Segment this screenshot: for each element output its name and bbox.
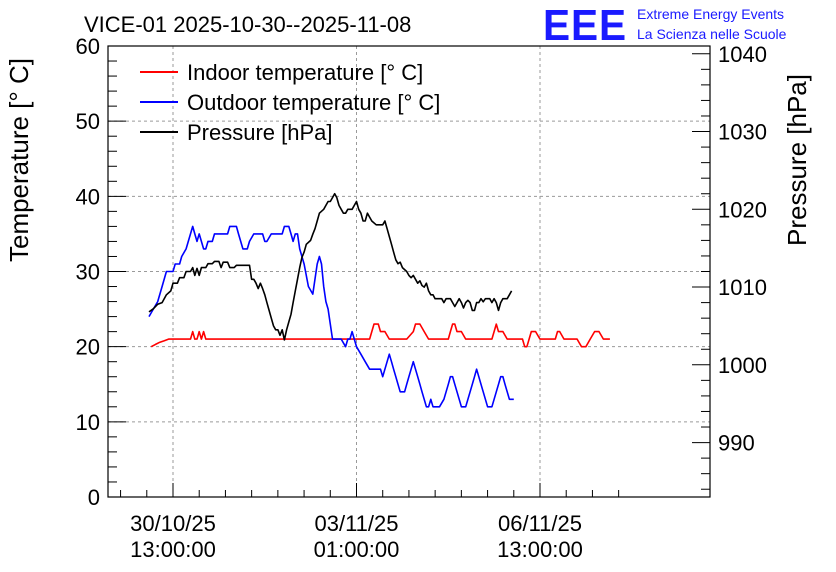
chart-title: VICE-01 2025-10-30--2025-11-08 <box>84 12 411 37</box>
series-group <box>148 192 610 408</box>
y2-tick-label: 1030 <box>718 120 767 145</box>
y-tick-label: 60 <box>76 34 100 59</box>
y-tick-label: 50 <box>76 109 100 134</box>
y2-tick-label: 1020 <box>718 197 767 222</box>
series-line-3 <box>148 192 513 341</box>
series-line-1 <box>150 323 610 348</box>
x-tick-label: 30/10/25 <box>130 511 216 536</box>
x-tick-label: 06/11/25 <box>498 511 582 536</box>
y2-tick-label: 1000 <box>718 353 767 378</box>
y2-tick-label: 1040 <box>718 42 767 67</box>
y-tick-label: 10 <box>76 410 100 435</box>
grid <box>108 46 710 497</box>
x-tick-label: 13:00:00 <box>130 537 216 562</box>
legend-label-2: Outdoor temperature [° C] <box>187 90 440 115</box>
eee-logo-mark: EEE <box>543 1 627 50</box>
logo-line-1: Extreme Energy Events <box>637 6 784 22</box>
y-axis-title: Temperature [° C] <box>4 58 34 262</box>
eee-logo: EEE Extreme Energy Events La Scienza nel… <box>543 1 787 50</box>
legend-label-1: Indoor temperature [° C] <box>187 60 423 85</box>
axes: 010203040506030/10/2513:00:0003/11/2501:… <box>76 34 767 562</box>
legend-label-3: Pressure [hPa] <box>187 120 333 145</box>
y-tick-label: 20 <box>76 335 100 360</box>
logo-line-2: La Scienza nelle Scuole <box>637 26 787 42</box>
x-tick-label: 01:00:00 <box>314 537 400 562</box>
legend: Indoor temperature [° C] Outdoor temperat… <box>140 60 440 145</box>
x-tick-label: 13:00:00 <box>497 537 583 562</box>
y-tick-label: 40 <box>76 184 100 209</box>
y2-axis-title: Pressure [hPa] <box>782 74 812 246</box>
y2-tick-label: 990 <box>718 431 755 456</box>
y-tick-label: 30 <box>76 260 100 285</box>
y2-tick-label: 1010 <box>718 275 767 300</box>
series-line-2 <box>148 225 514 408</box>
y-tick-label: 0 <box>88 485 100 510</box>
x-tick-label: 03/11/25 <box>314 511 398 536</box>
plot-frame <box>107 45 711 498</box>
